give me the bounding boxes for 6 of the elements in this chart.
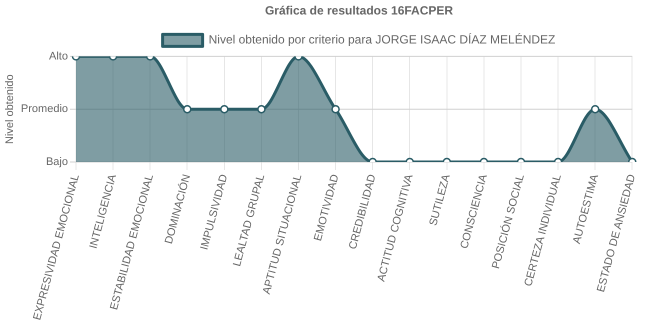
y-axis-title: Nivel obtenido: [4, 74, 16, 144]
ref-line-label: Promedio: [20, 103, 68, 116]
chart-title: Gráfica de resultados 16FACPER: [264, 4, 454, 18]
ref-line-label: Bajo: [46, 156, 68, 168]
legend-label: Nivel obtenido por criterio para JORGE ISAAC DÍAZ MELÉNDEZ: [208, 32, 556, 47]
ref-line-label: Alto: [49, 50, 68, 62]
